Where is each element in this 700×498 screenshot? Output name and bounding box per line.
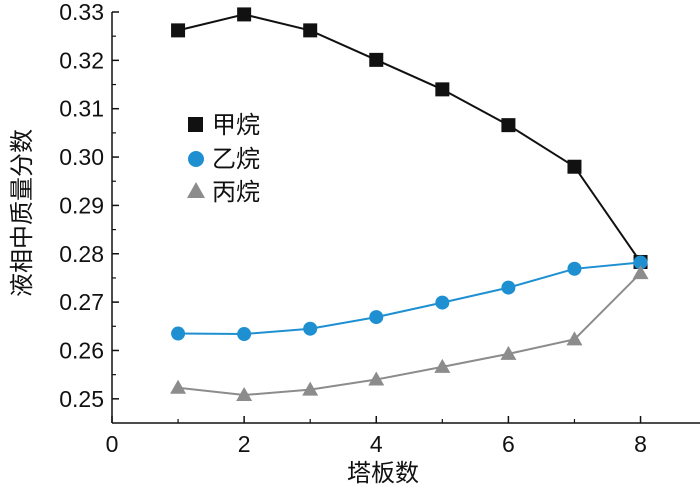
data-point-circle	[435, 295, 450, 310]
data-point-circle	[237, 327, 252, 342]
legend-label-ethane: 乙烷	[212, 145, 260, 173]
data-point-square	[369, 52, 384, 67]
y-axis-title: 液相中质量分数	[8, 129, 36, 297]
series-line	[178, 261, 641, 336]
data-point-triangle	[236, 386, 253, 401]
legend-item-propane: 丙烷	[187, 178, 260, 206]
legend-marker-circle-icon	[188, 151, 204, 167]
y-tick-label: 0.25	[59, 386, 104, 412]
series-3	[170, 265, 649, 401]
legend-item-methane: 甲烷	[188, 111, 260, 139]
data-point-circle	[369, 310, 384, 325]
y-tick-label: 0.33	[59, 0, 104, 25]
data-point-square	[435, 82, 450, 97]
data-point-circle	[171, 326, 186, 341]
x-tick-label: 8	[634, 431, 647, 457]
data-point-triangle	[434, 358, 451, 373]
y-tick-label: 0.30	[59, 144, 104, 170]
data-point-triangle	[566, 331, 583, 346]
y-tick-label: 0.29	[59, 192, 104, 218]
legend-label-propane: 丙烷	[212, 178, 260, 206]
series-layer	[170, 7, 649, 401]
data-point-triangle	[500, 345, 517, 360]
series-2	[171, 255, 648, 342]
data-point-circle	[501, 280, 516, 295]
data-point-triangle	[302, 381, 319, 396]
data-point-circle	[633, 255, 648, 270]
y-ticks: 0.25 0.26 0.27 0.28 0.29 0.30 0.31 0.32 0.33	[59, 0, 119, 412]
y-tick-label: 0.26	[59, 337, 104, 363]
data-point-square	[237, 7, 252, 22]
legend: 甲烷 乙烷 丙烷	[187, 111, 260, 206]
x-axis-title: 塔板数	[347, 459, 419, 487]
y-tick-label: 0.28	[59, 241, 104, 267]
x-tick-label: 6	[502, 431, 515, 457]
legend-label-methane: 甲烷	[212, 111, 260, 139]
data-point-triangle	[170, 379, 187, 394]
legend-marker-triangle-icon	[187, 182, 205, 198]
y-tick-label: 0.27	[59, 289, 104, 315]
data-point-triangle	[632, 265, 649, 280]
series-line	[177, 272, 642, 397]
y-tick-label: 0.31	[59, 96, 104, 122]
data-point-circle	[303, 321, 318, 336]
y-tick-label: 0.32	[59, 47, 104, 73]
x-ticks: 0 2 4 6 8	[106, 416, 647, 457]
legend-marker-square-icon	[188, 117, 203, 132]
axes	[111, 12, 700, 424]
series-line	[177, 13, 642, 263]
legend-item-ethane: 乙烷	[188, 145, 260, 173]
x-tick-label: 2	[238, 431, 251, 457]
x-tick-label: 0	[106, 431, 119, 457]
data-point-square	[303, 23, 318, 38]
data-point-square	[501, 118, 516, 133]
data-point-square	[171, 23, 186, 38]
x-tick-label: 4	[370, 431, 383, 457]
data-point-circle	[567, 261, 582, 276]
data-point-triangle	[368, 371, 385, 386]
data-point-square	[567, 159, 582, 174]
